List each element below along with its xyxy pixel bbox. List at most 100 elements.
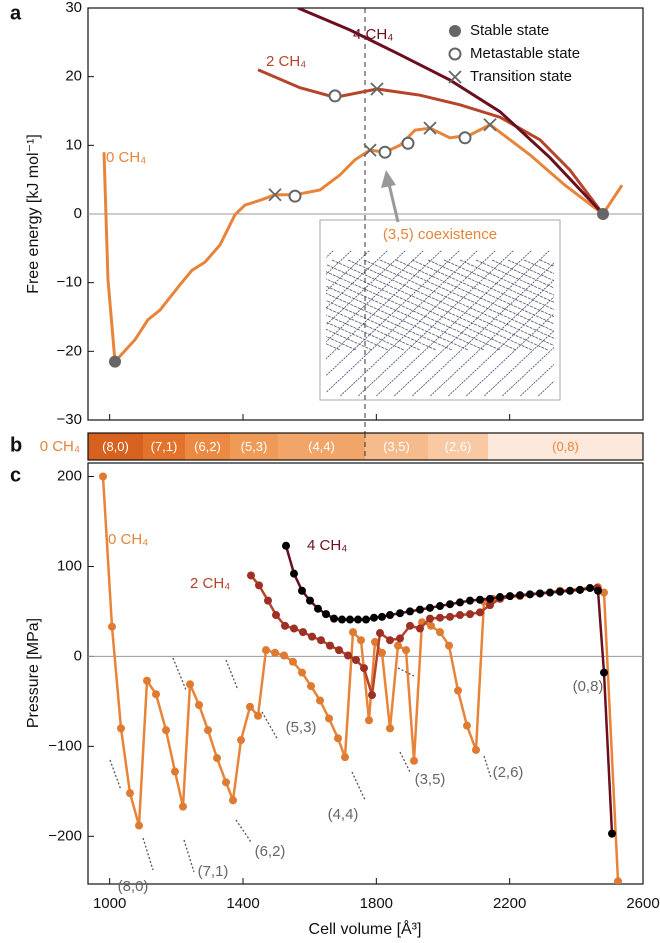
series-label: 0 CH₄ — [108, 531, 148, 548]
x-tick-label: 2200 — [493, 895, 526, 912]
data-point — [357, 636, 365, 645]
data-point — [378, 612, 386, 621]
phase-segment — [365, 433, 428, 460]
data-point — [386, 724, 394, 733]
x-tick-label: 1400 — [226, 895, 259, 912]
data-point — [247, 571, 255, 580]
lattice-strand — [326, 307, 421, 351]
data-point — [204, 726, 212, 735]
phase-annotation: (5,3) — [286, 719, 317, 736]
series-line — [297, 8, 605, 216]
lattice-strand — [339, 250, 497, 396]
lattice-strand — [570, 250, 660, 400]
phase-annotation: (6,2) — [255, 843, 286, 860]
data-point — [307, 682, 315, 691]
series-label: 4 CH₄ — [353, 26, 393, 43]
data-point — [466, 610, 474, 619]
state-marker — [483, 118, 497, 132]
guide-line — [172, 657, 187, 691]
lattice-image — [102, 250, 660, 400]
series-label: 0 CH₄ — [106, 149, 146, 166]
lattice-strand — [411, 259, 554, 325]
lattice-strand — [556, 260, 660, 350]
panel-label: c — [10, 464, 21, 486]
data-point — [394, 641, 402, 650]
data-point — [186, 680, 194, 689]
guide-line — [183, 839, 195, 873]
data-point — [416, 605, 424, 614]
data-point — [108, 622, 116, 631]
lattice-strand — [604, 260, 660, 350]
data-point — [396, 634, 404, 643]
lattice-strand — [102, 250, 262, 400]
data-point — [298, 668, 306, 677]
y-tick-label: 0 — [74, 647, 82, 664]
y-tick-label: 10 — [65, 136, 82, 153]
data-point — [402, 646, 410, 655]
data-point — [222, 778, 230, 787]
lattice-strand — [395, 259, 554, 332]
series-label: 4 CH₄ — [307, 537, 347, 554]
state-marker — [268, 188, 282, 202]
data-point — [246, 702, 254, 711]
data-point — [162, 726, 170, 735]
lattice-strand — [624, 250, 660, 400]
data-point — [264, 596, 272, 605]
data-point — [454, 686, 462, 695]
data-point — [271, 648, 279, 657]
lattice-strand — [507, 259, 554, 282]
lattice-strand — [326, 328, 373, 351]
data-point — [290, 569, 298, 578]
lattice-strand — [326, 250, 443, 360]
phase-label: (3,5) — [383, 439, 410, 454]
lattice-strand — [447, 296, 554, 396]
phase-segment — [488, 433, 643, 460]
y-tick-label: 30 — [65, 0, 82, 16]
data-point — [456, 611, 464, 620]
data-point — [254, 711, 262, 720]
guide-line — [225, 659, 239, 691]
phase-annotation: (4,4) — [328, 806, 359, 823]
data-point — [600, 588, 608, 597]
data-point — [446, 600, 454, 609]
data-point — [546, 588, 554, 597]
phase-label: (2,6) — [445, 439, 472, 454]
lattice-strand — [606, 250, 660, 400]
data-point — [416, 624, 424, 633]
data-point — [308, 632, 316, 641]
phase-annotation: (3,5) — [415, 771, 446, 788]
lattice-strand — [588, 250, 660, 400]
lattice-strand — [393, 250, 551, 396]
lattice-strand — [326, 300, 437, 351]
guide-line — [109, 759, 122, 791]
data-point — [576, 585, 584, 594]
guide-line — [142, 837, 154, 871]
lattice-strand — [491, 259, 554, 289]
legend-marker — [448, 47, 462, 61]
data-point — [586, 584, 594, 593]
panel-label: a — [10, 2, 22, 24]
lattice-strand — [357, 250, 515, 396]
data-point — [476, 595, 484, 604]
data-point — [362, 615, 370, 624]
data-point — [229, 796, 237, 805]
data-point — [463, 721, 471, 730]
data-point — [370, 613, 378, 622]
panel-label: b — [10, 434, 22, 456]
lattice-strand — [326, 278, 485, 351]
guide-line — [351, 771, 366, 801]
lattice-strand — [326, 343, 341, 351]
lattice-strand — [326, 321, 389, 351]
x-axis-label: Cell volume [Å³] — [309, 919, 422, 938]
data-point — [352, 656, 360, 665]
lattice-strand — [326, 250, 425, 343]
state-marker — [109, 355, 121, 368]
data-point — [334, 734, 342, 743]
data-point — [368, 691, 376, 700]
data-point — [371, 638, 379, 647]
x-tick-label: 1000 — [93, 895, 126, 912]
lattice-strand — [465, 313, 554, 396]
data-point — [436, 613, 444, 622]
data-point — [386, 611, 394, 620]
